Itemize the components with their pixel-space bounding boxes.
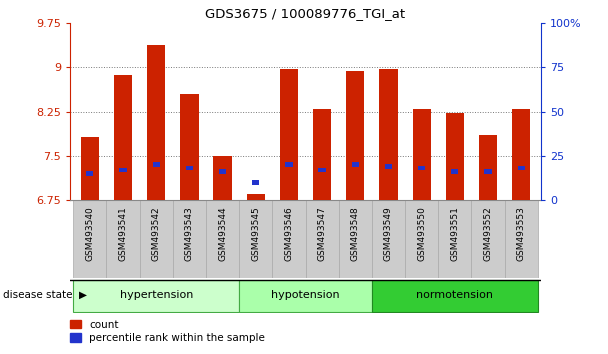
- Text: GSM493540: GSM493540: [85, 206, 94, 261]
- Text: GSM493542: GSM493542: [152, 206, 161, 261]
- Bar: [451, 170, 458, 174]
- Bar: [313, 109, 331, 200]
- Bar: [372, 200, 405, 278]
- Bar: [173, 200, 206, 278]
- Text: GSM493541: GSM493541: [119, 206, 128, 261]
- Bar: [379, 69, 398, 200]
- Text: disease state  ▶: disease state ▶: [3, 290, 87, 300]
- Bar: [319, 168, 326, 172]
- Bar: [114, 75, 132, 200]
- Bar: [346, 72, 364, 200]
- Bar: [438, 200, 471, 278]
- Bar: [252, 180, 260, 184]
- Text: GSM493544: GSM493544: [218, 206, 227, 261]
- Bar: [405, 200, 438, 278]
- Bar: [219, 170, 226, 174]
- Bar: [119, 168, 126, 172]
- Bar: [351, 162, 359, 167]
- Text: GSM493545: GSM493545: [251, 206, 260, 261]
- Text: hypotension: hypotension: [271, 290, 340, 300]
- Text: GSM493551: GSM493551: [451, 206, 459, 261]
- Bar: [147, 45, 165, 200]
- Bar: [213, 156, 232, 200]
- Bar: [285, 162, 292, 167]
- Bar: [413, 109, 431, 200]
- Text: normotension: normotension: [416, 290, 493, 300]
- Bar: [73, 200, 106, 278]
- Bar: [73, 280, 239, 312]
- Bar: [517, 166, 525, 170]
- Text: GSM493547: GSM493547: [317, 206, 326, 261]
- Bar: [153, 162, 160, 167]
- Bar: [239, 200, 272, 278]
- Bar: [479, 135, 497, 200]
- Bar: [272, 200, 305, 278]
- Bar: [280, 69, 298, 200]
- Bar: [505, 200, 538, 278]
- Bar: [372, 280, 538, 312]
- Bar: [418, 166, 426, 170]
- Bar: [385, 164, 392, 169]
- Bar: [305, 200, 339, 278]
- Legend: count, percentile rank within the sample: count, percentile rank within the sample: [66, 315, 269, 347]
- Text: GSM493553: GSM493553: [517, 206, 526, 261]
- Text: GSM493552: GSM493552: [483, 206, 492, 261]
- Bar: [471, 200, 505, 278]
- Bar: [106, 200, 140, 278]
- Bar: [512, 109, 530, 200]
- Text: GSM493543: GSM493543: [185, 206, 194, 261]
- Bar: [446, 113, 464, 200]
- Bar: [239, 280, 372, 312]
- Bar: [247, 194, 265, 200]
- Text: GSM493548: GSM493548: [351, 206, 360, 261]
- Text: hypertension: hypertension: [120, 290, 193, 300]
- Title: GDS3675 / 100089776_TGI_at: GDS3675 / 100089776_TGI_at: [206, 7, 406, 21]
- Bar: [86, 171, 94, 176]
- Bar: [485, 170, 492, 174]
- Text: GSM493550: GSM493550: [417, 206, 426, 261]
- Bar: [339, 200, 372, 278]
- Text: GSM493549: GSM493549: [384, 206, 393, 261]
- Bar: [81, 137, 99, 200]
- Bar: [180, 94, 198, 200]
- Bar: [185, 166, 193, 170]
- Bar: [140, 200, 173, 278]
- Bar: [206, 200, 239, 278]
- Text: GSM493546: GSM493546: [285, 206, 294, 261]
